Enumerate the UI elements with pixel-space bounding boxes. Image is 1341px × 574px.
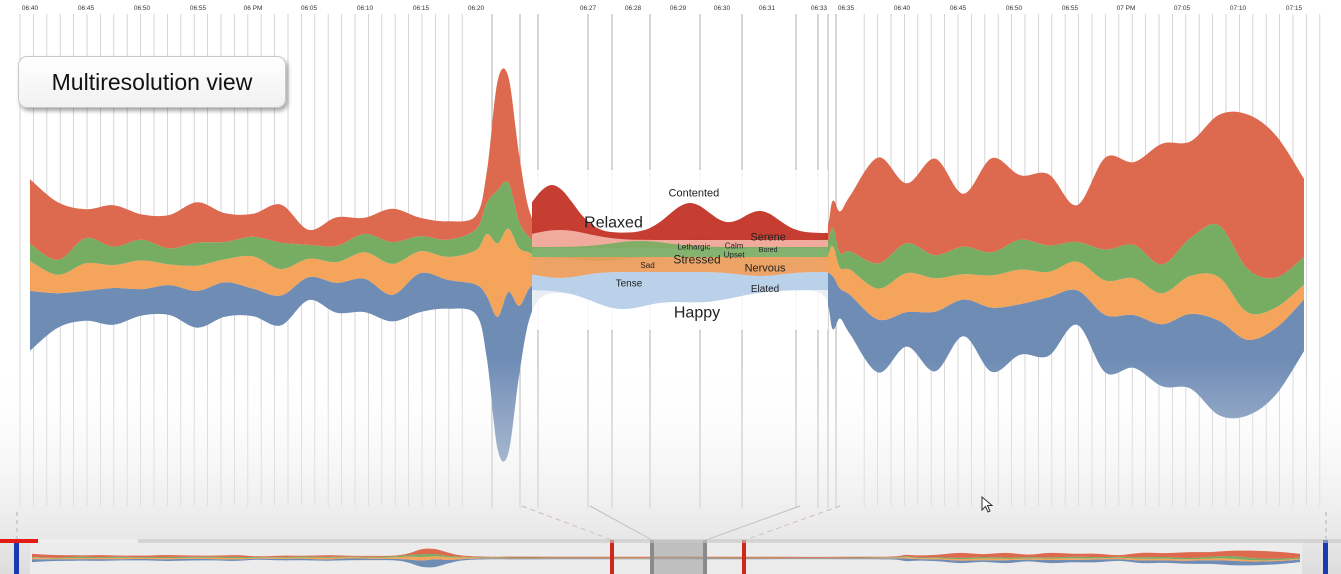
overview-stream-stressed: [32, 554, 1300, 561]
time-tick-label: 06:45: [950, 5, 967, 12]
overview-detail-handle[interactable]: [703, 540, 707, 574]
time-tick-label: 06:31: [759, 5, 776, 12]
time-tick-label: 06:30: [714, 5, 731, 12]
time-tick-label: 06:55: [190, 5, 207, 12]
stream-elated[interactable]: [30, 228, 1304, 340]
overview-strip[interactable]: [14, 540, 1328, 574]
overview-range-handle-right[interactable]: [1323, 540, 1328, 574]
time-tick-label: 06:50: [1006, 5, 1023, 12]
view-title-badge: Multiresolution view: [18, 56, 286, 108]
time-tick-label: 06:40: [894, 5, 911, 12]
focus-label-serene: Serene: [750, 231, 785, 243]
time-tick-label: 07:15: [1286, 5, 1303, 12]
focus-label-bored: Bored: [759, 247, 778, 254]
focus-label-tense: Tense: [616, 278, 643, 289]
stream-relaxed[interactable]: [30, 68, 1304, 279]
time-tick-label: 06:20: [468, 5, 485, 12]
overview-detail-window[interactable]: [652, 540, 706, 574]
mouse-pointer-icon: [981, 496, 994, 513]
focus-band-relaxed[interactable]: [532, 184, 828, 248]
focus-band-tense[interactable]: [532, 257, 828, 278]
view-title: Multiresolution view: [51, 68, 253, 95]
time-axis: 06:40 06:45 06:50 06:55 06 PM 06:05 06:10 06:15…: [22, 5, 1303, 12]
focus-label-contented: Contented: [669, 188, 720, 200]
focus-label-lethargic: Lethargic: [677, 242, 710, 251]
time-tick-label: 06 PM: [244, 5, 263, 12]
overview-detail-handle[interactable]: [650, 540, 654, 574]
focus-label-sad: Sad: [640, 261, 654, 270]
time-tick-label: 06:29: [670, 5, 687, 12]
time-tick-label: 07:10: [1230, 5, 1247, 12]
time-tick-label: 06:10: [357, 5, 374, 12]
focus-label-stressed: Stressed: [673, 252, 720, 266]
bottom-shade: [0, 360, 1341, 574]
time-tick-label: 06:55: [1062, 5, 1079, 12]
overview-range-handle-left[interactable]: [14, 540, 19, 574]
time-tick-label: 06:27: [580, 5, 597, 12]
time-tick-label: 06:50: [134, 5, 151, 12]
time-tick-label: 06:33: [811, 5, 828, 12]
focus-label-elated: Elated: [751, 284, 779, 295]
focus-label-happy: Happy: [674, 304, 720, 321]
time-tick-label: 06:40: [22, 5, 39, 12]
overview-stream-elated: [32, 556, 1300, 562]
video-progress-bar[interactable]: [0, 539, 1341, 543]
time-tick-label: 07 PM: [1117, 5, 1136, 12]
video-progress-played: [0, 539, 38, 543]
time-tick-label: 07:05: [1174, 5, 1191, 12]
stream-happy[interactable]: [30, 272, 1304, 462]
video-progress-loaded: [0, 539, 138, 543]
focus-band-stressed[interactable]: [532, 241, 828, 261]
overview-focus-handle-right[interactable]: [742, 540, 746, 574]
focus-band-happy[interactable]: [532, 272, 828, 310]
overview-stream-relaxed: [32, 548, 1300, 559]
stream-stressed[interactable]: [30, 181, 1304, 315]
time-tick-label: 06:35: [838, 5, 855, 12]
time-tick-label: 06:28: [625, 5, 642, 12]
focus-label-upset: Upset: [724, 251, 746, 260]
time-tick-label: 06:05: [301, 5, 318, 12]
focus-label-calm: Calm: [725, 241, 744, 250]
time-tick-label: 06:15: [413, 5, 430, 12]
focus-label-relaxed: Relaxed: [584, 215, 643, 232]
time-tick-label: 06:45: [78, 5, 95, 12]
overview-focus-handle-left[interactable]: [610, 540, 614, 574]
focus-label-nervous: Nervous: [745, 262, 786, 274]
stream-layers: [30, 68, 1304, 462]
overview-stream-happy: [32, 558, 1300, 568]
